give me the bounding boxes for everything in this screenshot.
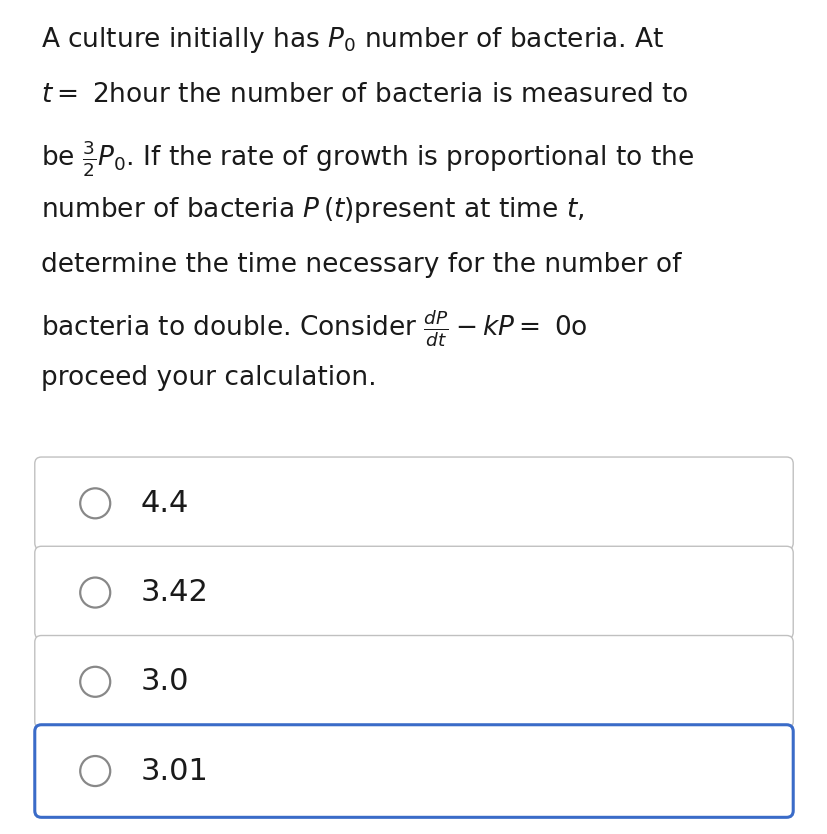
Text: determine the time necessary for the number of: determine the time necessary for the num…: [41, 252, 681, 278]
Ellipse shape: [80, 756, 110, 786]
FancyBboxPatch shape: [35, 636, 792, 728]
Text: number of bacteria $P\,(t)$present at time $t,$: number of bacteria $P\,(t)$present at ti…: [41, 195, 584, 225]
Text: A culture initially has $P_0$ number of bacteria. At: A culture initially has $P_0$ number of …: [41, 25, 664, 55]
Ellipse shape: [80, 489, 110, 519]
Text: 4.4: 4.4: [141, 489, 189, 518]
FancyBboxPatch shape: [35, 457, 792, 550]
Text: proceed your calculation.: proceed your calculation.: [41, 365, 376, 391]
Text: 3.0: 3.0: [141, 667, 189, 696]
Text: be $\frac{3}{2}P_0$. If the rate of growth is proportional to the: be $\frac{3}{2}P_0$. If the rate of grow…: [41, 138, 694, 178]
Text: bacteria to double. Consider $\frac{dP}{dt} - kP = $ 0o: bacteria to double. Consider $\frac{dP}{…: [41, 309, 587, 349]
FancyBboxPatch shape: [35, 725, 792, 817]
Text: $t = $ 2hour the number of bacteria is measured to: $t = $ 2hour the number of bacteria is m…: [41, 82, 688, 108]
Ellipse shape: [80, 667, 110, 697]
Text: 3.01: 3.01: [141, 756, 208, 786]
Text: 3.42: 3.42: [141, 578, 208, 607]
FancyBboxPatch shape: [35, 546, 792, 639]
Ellipse shape: [80, 578, 110, 607]
